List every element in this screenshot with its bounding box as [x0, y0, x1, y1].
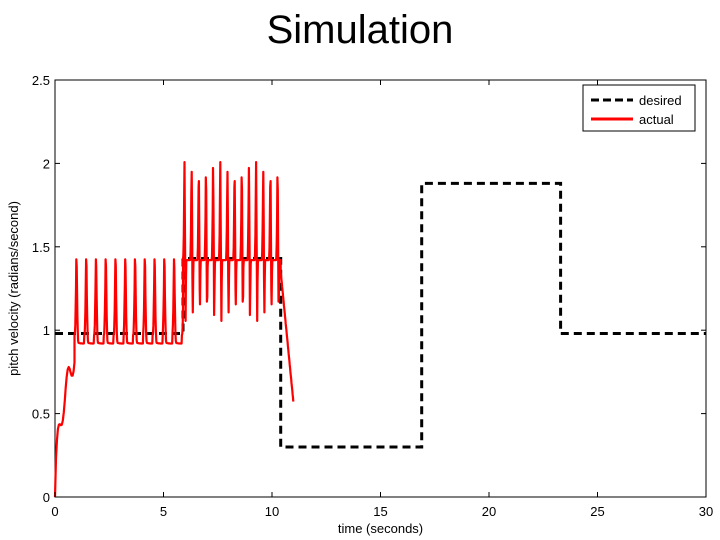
y-axis-label: pitch velocity (radians/second) [6, 201, 21, 376]
y-tick-label: 2.5 [32, 73, 50, 88]
x-tick-label: 10 [265, 504, 279, 519]
x-tick-label: 25 [590, 504, 604, 519]
y-tick-label: 0.5 [32, 407, 50, 422]
y-tick-label: 1 [43, 323, 50, 338]
actual-series-line [53, 161, 295, 498]
y-tick-label: 0 [43, 490, 50, 505]
axis-labels: time (seconds) pitch velocity (radians/se… [6, 201, 423, 536]
legend-box [582, 84, 696, 132]
x-tick-label: 30 [699, 504, 713, 519]
y-tick-label: 2 [43, 156, 50, 171]
legend-actual-label: actual [639, 112, 674, 127]
x-tick-label: 5 [160, 504, 167, 519]
ticks-layer: 0 5 10 15 20 25 30 0 0.5 1 1.5 2 2.5 [32, 73, 713, 519]
legend-desired-label: desired [639, 93, 682, 108]
plot-area-border [54, 79, 707, 498]
x-axis-label: time (seconds) [338, 521, 423, 536]
y-tick-label: 1.5 [32, 240, 50, 255]
desired-series-line [55, 181, 706, 449]
x-tick-label: 0 [51, 504, 58, 519]
plot-frame [54, 79, 707, 498]
desired-series-layer [55, 181, 706, 449]
slide-title: Simulation [266, 8, 454, 52]
x-tick-label: 20 [482, 504, 496, 519]
legend: desired actual [582, 84, 696, 132]
x-tick-label: 15 [373, 504, 387, 519]
actual-series-layer [53, 161, 295, 498]
